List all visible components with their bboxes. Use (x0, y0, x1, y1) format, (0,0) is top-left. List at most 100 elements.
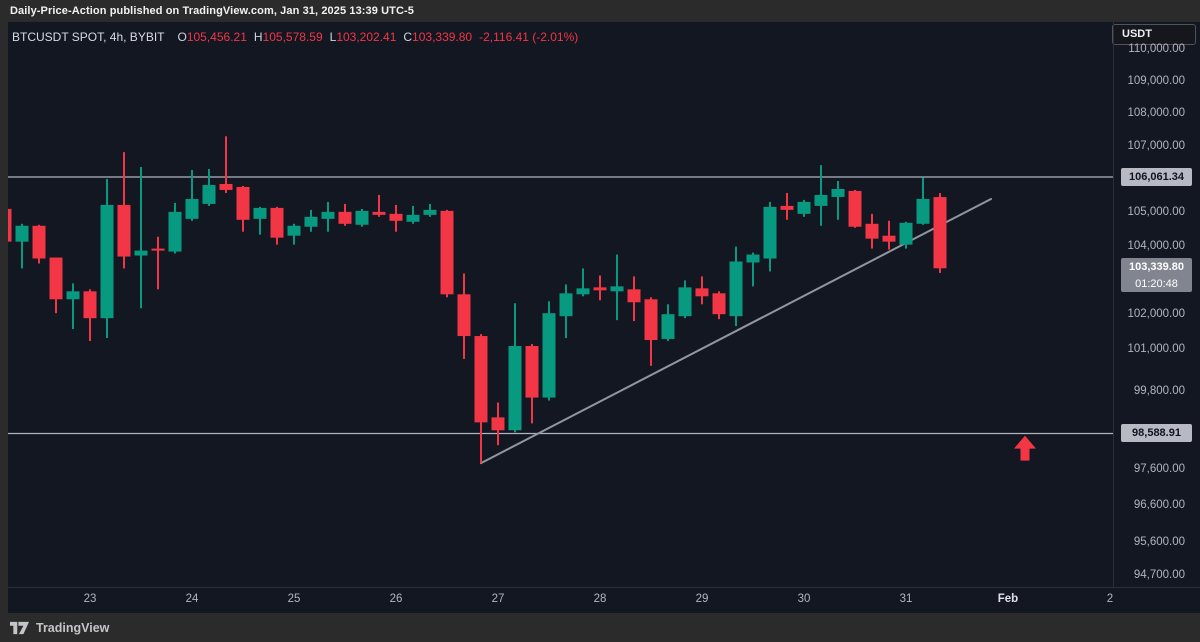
candle-body[interactable] (899, 222, 913, 245)
candle-body[interactable] (423, 209, 437, 215)
candle-body[interactable] (236, 186, 250, 220)
price-axis-separator (1113, 22, 1114, 587)
candle-body[interactable] (168, 211, 182, 252)
candle-body[interactable] (865, 223, 879, 239)
candle-body[interactable] (695, 288, 709, 297)
price-tick-label: 94,700.00 (1133, 568, 1185, 581)
candle-body[interactable] (49, 257, 63, 300)
candle-body[interactable] (32, 225, 46, 259)
price-tick-label: 95,600.00 (1133, 535, 1185, 548)
attribution-text: Daily-Price-Action published on TradingV… (10, 5, 415, 17)
candle-body[interactable] (474, 336, 488, 423)
high-label: H (253, 30, 263, 44)
time-tick-label: 26 (389, 593, 403, 605)
time-axis[interactable]: 23 24 25 26 27 28 29 30 31 Feb 2 (8, 587, 1200, 613)
candle-body[interactable] (559, 293, 573, 317)
candle-body[interactable] (151, 248, 165, 251)
candle-body[interactable] (406, 214, 420, 222)
time-tick-label: 29 (695, 593, 709, 605)
candle-body[interactable] (576, 288, 590, 295)
open-value: 105,456.21 (186, 30, 247, 44)
candle-body[interactable] (100, 204, 114, 319)
low-value: 103,202.41 (336, 30, 397, 44)
candle-body[interactable] (287, 225, 301, 236)
candle-body[interactable] (117, 204, 131, 257)
time-tick-label: 24 (185, 593, 199, 605)
close-label: C (403, 30, 413, 44)
candle-body[interactable] (270, 207, 284, 238)
candle-body[interactable] (219, 183, 233, 190)
up-arrow-icon[interactable] (1014, 435, 1036, 461)
chart-area[interactable]: BTCUSDT SPOT, 4h, BYBIT O105,456.21 H105,5… (8, 22, 1200, 613)
last-price-value: 103,339.80 (1128, 261, 1185, 274)
candle-body[interactable] (83, 291, 97, 319)
candle-body[interactable] (253, 207, 267, 219)
candle-body[interactable] (525, 345, 539, 398)
time-tick-label: 2 (1106, 593, 1114, 605)
candle-body[interactable] (304, 216, 318, 227)
last-price-label: 103,339.80 01:20:48 (1121, 258, 1192, 293)
candle-body[interactable] (610, 286, 624, 292)
candle-body[interactable] (729, 261, 743, 317)
candle-body[interactable] (542, 313, 556, 398)
symbol-title: BTCUSDT SPOT, 4h, BYBIT (12, 30, 165, 44)
candle-body[interactable] (8, 208, 12, 242)
price-tick-label: 97,600.00 (1133, 462, 1185, 475)
candle-body[interactable] (916, 198, 930, 224)
candle-body[interactable] (814, 194, 828, 206)
candle-body[interactable] (321, 211, 335, 219)
candle-body[interactable] (372, 211, 386, 215)
currency-button[interactable]: USDT (1112, 24, 1196, 45)
candle-body[interactable] (712, 293, 726, 315)
candle-body[interactable] (491, 417, 505, 431)
high-value: 105,578.59 (262, 30, 323, 44)
candle-body[interactable] (134, 250, 148, 256)
close-value: 103,339.80 (412, 30, 473, 44)
candle-body[interactable] (389, 213, 403, 221)
candle-body[interactable] (933, 197, 947, 269)
time-tick-label: Feb (997, 593, 1019, 605)
candle-body[interactable] (797, 201, 811, 214)
price-tick-label: 110,000.00 (1128, 42, 1185, 55)
tradingview-logo-icon[interactable] (10, 621, 29, 635)
price-tick-label: 96,600.00 (1133, 499, 1185, 512)
candle-body[interactable] (593, 287, 607, 291)
candle-body[interactable] (644, 299, 658, 341)
candle-body[interactable] (202, 184, 216, 204)
tradingview-brand-text[interactable]: TradingView (36, 620, 110, 635)
level-price-label: 98,588.91 (1121, 424, 1192, 443)
candle-body[interactable] (763, 206, 777, 259)
time-tick-label: 27 (491, 593, 505, 605)
candle-body[interactable] (848, 190, 862, 227)
time-tick-label: 23 (83, 593, 97, 605)
change-value: -2,116.41 (-2.01%) (479, 30, 579, 44)
price-tick-label: 108,000.00 (1127, 107, 1185, 120)
price-tick-label: 109,000.00 (1127, 75, 1185, 88)
candle-body[interactable] (15, 225, 29, 242)
candle-body[interactable] (882, 235, 896, 242)
low-label: L (329, 30, 337, 44)
trendline[interactable] (480, 197, 992, 465)
level-price-label: 106,061.34 (1121, 168, 1192, 186)
candle-body[interactable] (661, 314, 675, 340)
candle-body[interactable] (780, 205, 794, 210)
candle-body[interactable] (508, 345, 522, 431)
price-axis[interactable]: 110,000.00 109,000.00 108,000.00 107,000.00… (1113, 22, 1200, 587)
candle-body[interactable] (831, 188, 845, 197)
time-tick-label: 31 (899, 593, 913, 605)
candle-body[interactable] (355, 210, 369, 225)
candle-body[interactable] (627, 289, 641, 303)
price-tick-label: 107,000.00 (1127, 140, 1185, 153)
candle-body[interactable] (440, 210, 454, 295)
price-tick-label: 104,000.00 (1127, 239, 1185, 252)
price-tick-label: 99,800.00 (1133, 384, 1185, 397)
candle-body[interactable] (457, 294, 471, 337)
candle-body[interactable] (338, 211, 352, 224)
candle-body[interactable] (746, 254, 760, 263)
candlestick-chart[interactable] (8, 22, 1200, 613)
candle-body[interactable] (678, 287, 692, 317)
price-tick-label: 105,000.00 (1127, 206, 1185, 219)
time-tick-label: 25 (287, 593, 301, 605)
candle-body[interactable] (66, 291, 80, 300)
candle-body[interactable] (185, 198, 199, 219)
